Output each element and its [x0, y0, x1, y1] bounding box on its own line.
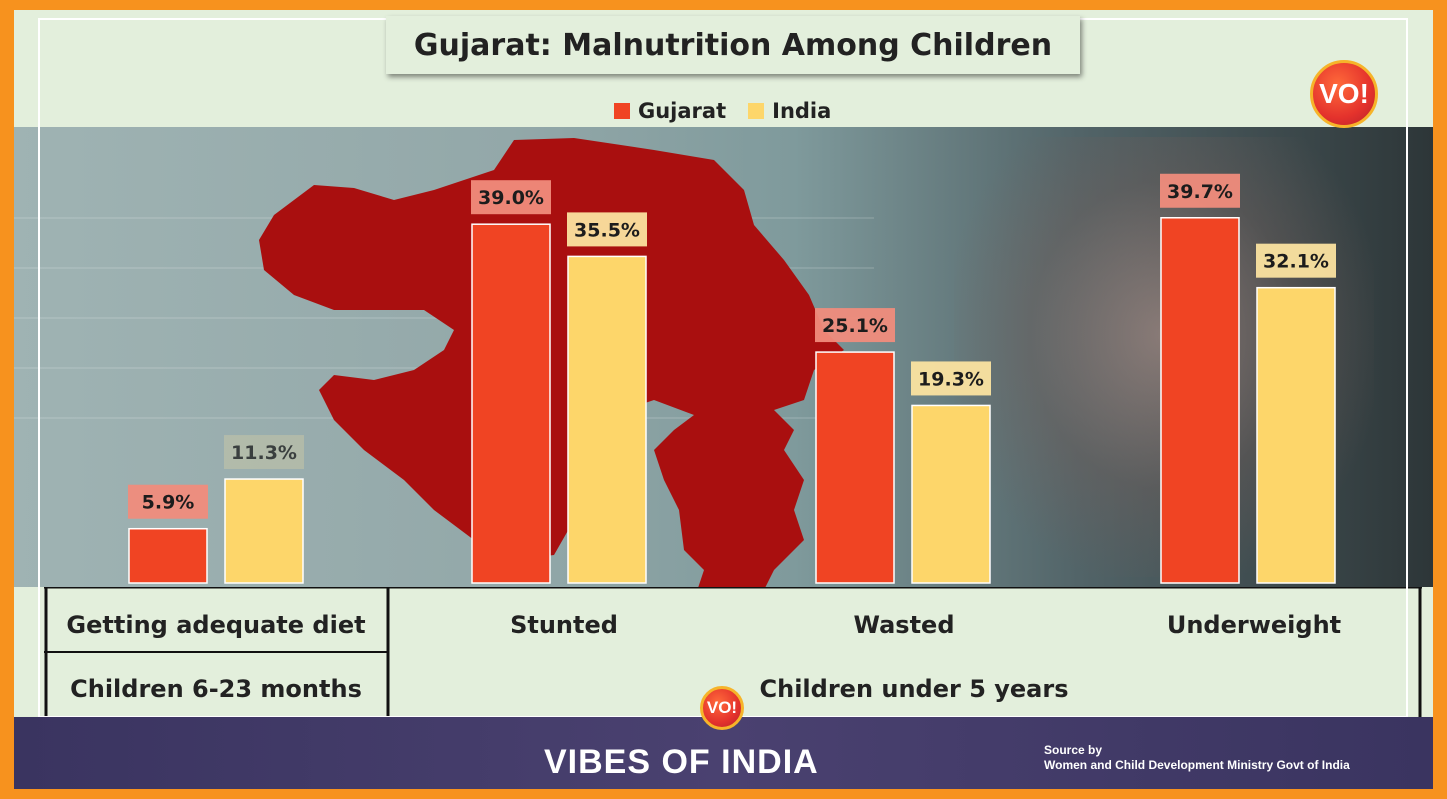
- legend-label-india: India: [772, 99, 832, 123]
- data-label-gujarat-2: 25.1%: [822, 315, 888, 337]
- data-label-bg-gujarat-0: [128, 484, 208, 519]
- legend-swatch-india: [748, 103, 765, 119]
- chart-title: Gujarat: Malnutrition Among Children: [386, 16, 1080, 74]
- source-note: Source by Women and Child Development Mi…: [1044, 743, 1350, 773]
- infographic-frame: 5.9% 11.3% 39.0% 35.5% 25.1% 19.3% 39.7% 32.1% …: [14, 10, 1433, 789]
- vo-logo-small-icon: VO!: [700, 686, 744, 730]
- legend-label-gujarat: Gujarat: [638, 99, 727, 123]
- data-label-bg-gujarat-1: [471, 180, 551, 215]
- bar-gujarat-0: [128, 527, 208, 584]
- data-label-bg-india-3: [1256, 243, 1336, 278]
- category-label-underweight: Underweight: [1166, 611, 1342, 639]
- source-label: Source by: [1044, 743, 1103, 757]
- bar-india-3: [1256, 286, 1336, 584]
- source-text: Women and Child Development Ministry Gov…: [1044, 758, 1350, 772]
- category-table-lines: [44, 587, 1422, 717]
- bar-gujarat-1: [471, 223, 551, 584]
- bar-gujarat-3: [1160, 217, 1240, 584]
- brand-name: VIBES OF INDIA: [544, 743, 819, 781]
- category-label-diet: Getting adequate diet: [66, 611, 366, 639]
- data-label-gujarat-1: 39.0%: [478, 187, 544, 209]
- vo-logo-icon: VO!: [1310, 60, 1378, 128]
- data-label-india-0: 11.3%: [231, 442, 297, 464]
- legend-item-gujarat: Gujarat: [614, 99, 726, 123]
- bar-india-2: [911, 404, 991, 584]
- bar-india-1: [567, 255, 647, 584]
- data-label-india-1: 35.5%: [574, 219, 640, 241]
- legend-swatch-gujarat: [614, 103, 630, 119]
- data-label-bg-india-2: [911, 361, 991, 396]
- legend: Gujarat India: [614, 96, 831, 126]
- gujarat-map-icon: [259, 138, 844, 625]
- data-label-india-2: 19.3%: [918, 368, 984, 390]
- data-label-gujarat-3: 39.7%: [1167, 181, 1233, 203]
- data-label-gujarat-0: 5.9%: [142, 492, 195, 514]
- category-label-wasted: Wasted: [853, 611, 955, 639]
- data-label-bg-gujarat-2: [815, 308, 895, 343]
- data-label-bg-india-1: [567, 212, 647, 247]
- data-label-bg-gujarat-3: [1160, 173, 1240, 208]
- bar-india-0: [224, 478, 304, 584]
- data-label-bg-india-0: [224, 435, 304, 470]
- group-label-under-5: Children under 5 years: [759, 675, 1069, 703]
- bar-chart: 5.9% 11.3% 39.0% 35.5% 25.1% 19.3% 39.7% 32.1%: [128, 173, 1336, 584]
- legend-item-india: India: [748, 99, 831, 123]
- category-table: Getting adequate diet Children 6-23 mont…: [44, 587, 1422, 717]
- category-label-stunted: Stunted: [510, 611, 618, 639]
- group-label-6-23-months: Children 6-23 months: [70, 675, 362, 703]
- data-label-india-3: 32.1%: [1263, 251, 1329, 273]
- bar-gujarat-2: [815, 351, 895, 584]
